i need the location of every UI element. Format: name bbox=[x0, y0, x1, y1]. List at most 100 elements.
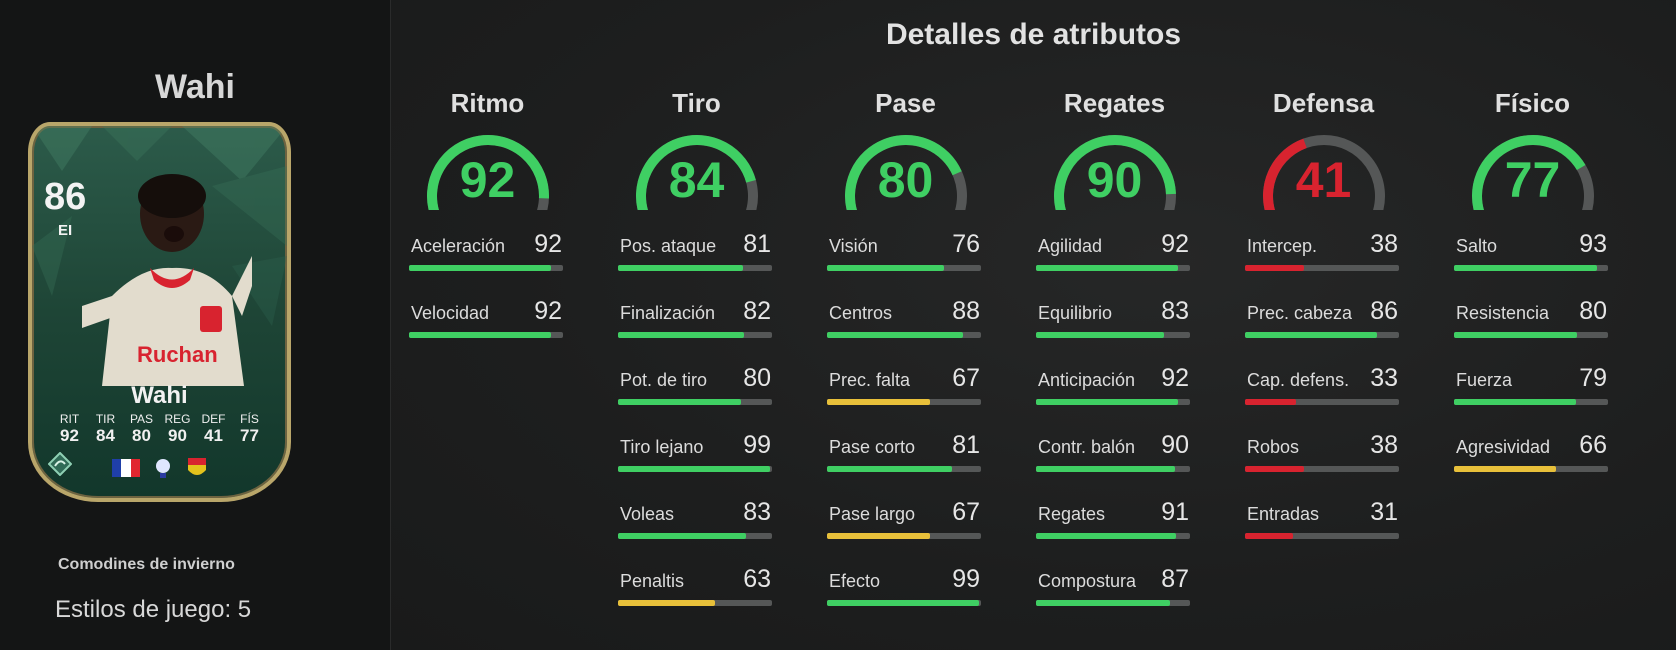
stat-value: 81 bbox=[743, 230, 771, 258]
playstyle-icon bbox=[48, 452, 72, 476]
france-flag-icon bbox=[111, 459, 140, 477]
card-stat-value: 84 bbox=[96, 426, 115, 445]
stat-bar bbox=[618, 399, 772, 405]
playstyles-count[interactable]: Estilos de juego: 5 bbox=[55, 596, 252, 623]
stat-list: Pos. ataque 81 Finalización 82 Pot. de t… bbox=[618, 230, 775, 632]
card-name: Wahi bbox=[131, 382, 188, 409]
stat-bar bbox=[827, 466, 981, 472]
stat-row: Prec. cabeza 86 bbox=[1245, 297, 1402, 364]
card-stat: TIR 84 bbox=[91, 412, 121, 446]
stat-bar bbox=[1036, 399, 1190, 405]
player-card[interactable]: 86 EI Ruchan Wahi RIT 92 TIR 84 PAS 80 REG … bbox=[28, 122, 291, 502]
attribute-column-2: Pase 80 Visión 76 Centros 88 Prec. falta 6… bbox=[827, 88, 984, 632]
stat-bar-fill bbox=[409, 332, 551, 338]
card-stat-label: REG bbox=[164, 412, 191, 426]
stat-value: 79 bbox=[1579, 364, 1607, 392]
stat-list: Salto 93 Resistencia 80 Fuerza 79 Agresi… bbox=[1454, 230, 1611, 498]
stat-bar bbox=[1245, 399, 1399, 405]
stat-label: Centros bbox=[829, 303, 893, 323]
stat-bar bbox=[409, 265, 563, 271]
stat-bar-fill bbox=[618, 265, 743, 271]
stat-row: Compostura 87 bbox=[1036, 565, 1193, 632]
stat-value: 80 bbox=[743, 364, 771, 392]
stat-bar bbox=[827, 600, 981, 606]
stat-row: Contr. balón 90 bbox=[1036, 431, 1193, 498]
attribute-column-1: Tiro 84 Pos. ataque 81 Finalización 82 Pot… bbox=[618, 88, 775, 632]
card-stat-value: 41 bbox=[204, 426, 223, 445]
stat-bar-fill bbox=[618, 533, 746, 539]
stat-value: 92 bbox=[1161, 364, 1189, 392]
stat-value: 38 bbox=[1370, 431, 1398, 459]
stat-row: Pase largo 67 bbox=[827, 498, 984, 565]
stat-label: Intercep. bbox=[1247, 236, 1318, 256]
stat-bar-fill bbox=[618, 466, 771, 472]
stat-value: 83 bbox=[1161, 297, 1189, 325]
stat-value: 81 bbox=[952, 431, 980, 459]
stat-row: Robos 38 bbox=[1245, 431, 1402, 498]
stat-bar-fill bbox=[827, 466, 952, 472]
card-stat-value: 90 bbox=[168, 426, 187, 445]
stat-bar-fill bbox=[1245, 265, 1304, 271]
stat-label: Regates bbox=[1038, 504, 1106, 524]
section-title: Detalles de atributos bbox=[885, 18, 1182, 51]
stat-bar bbox=[618, 265, 772, 271]
stat-bar-fill bbox=[1245, 466, 1304, 472]
club-crest-icon bbox=[187, 458, 206, 475]
stat-label: Salto bbox=[1456, 236, 1498, 256]
category-value: 77 bbox=[1504, 152, 1561, 208]
category-gauge: 90 bbox=[1049, 130, 1181, 210]
category-gauge: 84 bbox=[631, 130, 763, 210]
stat-bar-fill bbox=[1036, 332, 1164, 338]
stat-list: Intercep. 38 Prec. cabeza 86 Cap. defens… bbox=[1245, 230, 1402, 565]
stat-row: Penaltis 63 bbox=[618, 565, 775, 632]
card-stat: RIT 92 bbox=[55, 412, 85, 446]
stat-label: Prec. falta bbox=[829, 370, 911, 390]
category-title: Defensa bbox=[1272, 88, 1375, 118]
stat-row: Visión 76 bbox=[827, 230, 984, 297]
stat-bar bbox=[618, 533, 772, 539]
stat-bar bbox=[1036, 600, 1190, 606]
stat-label: Pot. de tiro bbox=[620, 370, 708, 390]
stat-value: 63 bbox=[743, 565, 771, 593]
stat-bar bbox=[1036, 332, 1190, 338]
category-value: 80 bbox=[877, 152, 934, 208]
stat-label: Pase largo bbox=[829, 504, 916, 524]
stat-bar-fill bbox=[1036, 265, 1178, 271]
stat-bar-fill bbox=[827, 533, 931, 539]
stat-list: Agilidad 92 Equilibrio 83 Anticipación 9… bbox=[1036, 230, 1193, 632]
stat-label: Voleas bbox=[620, 504, 675, 524]
gauge-fill bbox=[635, 135, 756, 210]
stat-label: Cap. defens. bbox=[1247, 370, 1350, 390]
stat-bar-fill bbox=[1245, 399, 1296, 405]
stat-row: Aceleración 92 bbox=[409, 230, 566, 297]
stat-bar bbox=[1454, 399, 1608, 405]
stat-bar-fill bbox=[827, 265, 945, 271]
stat-row: Cap. defens. 33 bbox=[1245, 364, 1402, 431]
attribute-column-4: Defensa 41 Intercep. 38 Prec. cabeza 86 Ca… bbox=[1245, 88, 1402, 565]
stat-row: Agilidad 92 bbox=[1036, 230, 1193, 297]
stat-label: Pos. ataque bbox=[620, 236, 717, 256]
stat-bar bbox=[1245, 466, 1399, 472]
stat-label: Visión bbox=[829, 236, 878, 256]
stat-bar-fill bbox=[1454, 399, 1576, 405]
player-name: Wahi bbox=[155, 68, 235, 106]
stat-label: Pase corto bbox=[829, 437, 916, 457]
stat-label: Velocidad bbox=[411, 303, 490, 323]
stat-bar-fill bbox=[1245, 533, 1293, 539]
stat-value: 88 bbox=[952, 297, 980, 325]
stat-row: Velocidad 92 bbox=[409, 297, 566, 364]
stat-list: Aceleración 92 Velocidad 92 bbox=[409, 230, 566, 364]
stat-row: Regates 91 bbox=[1036, 498, 1193, 565]
gauge-arc bbox=[635, 135, 758, 210]
category-gauge: 92 bbox=[422, 130, 554, 210]
stat-bar-fill bbox=[827, 332, 963, 338]
attribute-column-5: Físico 77 Salto 93 Resistencia 80 Fuerza 7… bbox=[1454, 88, 1611, 498]
stat-bar bbox=[827, 399, 981, 405]
stat-bar-fill bbox=[409, 265, 551, 271]
stat-value: 99 bbox=[743, 431, 771, 459]
gauge-fill bbox=[426, 135, 549, 210]
card-stat: DEF 41 bbox=[199, 412, 229, 446]
stat-bar bbox=[1245, 265, 1399, 271]
stat-row: Salto 93 bbox=[1454, 230, 1611, 297]
stat-bar-fill bbox=[1036, 600, 1170, 606]
